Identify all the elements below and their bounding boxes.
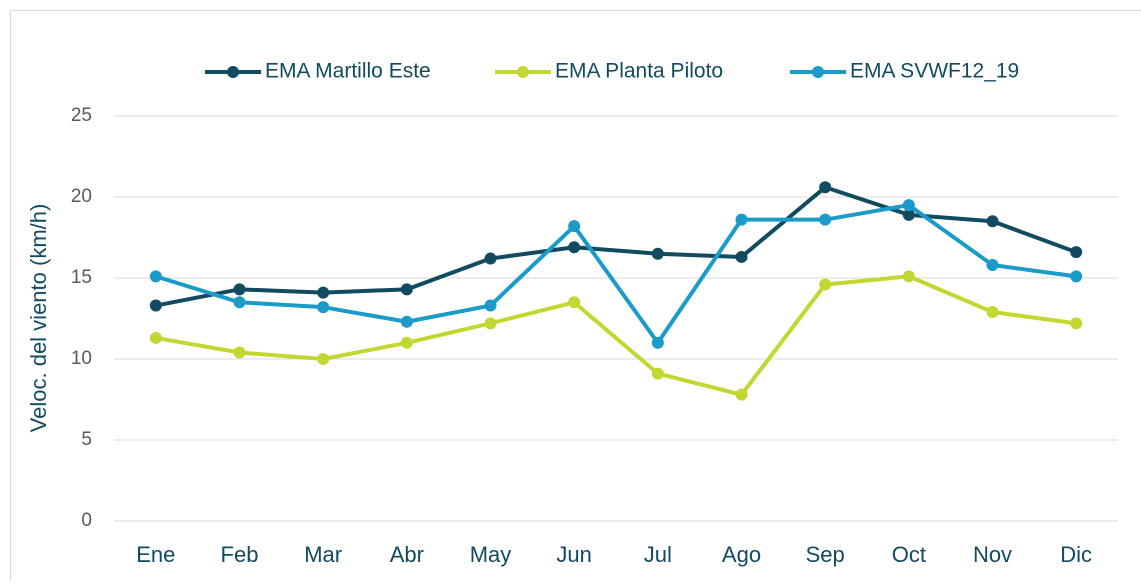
x-tick-label: Jun bbox=[556, 542, 591, 567]
series-line bbox=[156, 205, 1076, 343]
data-point bbox=[234, 283, 246, 295]
legend-marker bbox=[517, 66, 529, 78]
data-point bbox=[401, 337, 413, 349]
data-point bbox=[317, 287, 329, 299]
data-point bbox=[568, 296, 580, 308]
data-point bbox=[1070, 317, 1082, 329]
y-tick-label: 0 bbox=[81, 510, 92, 531]
data-point bbox=[150, 300, 162, 312]
data-point bbox=[401, 316, 413, 328]
chart-frame bbox=[11, 11, 1141, 582]
data-point bbox=[150, 332, 162, 344]
data-point bbox=[1070, 246, 1082, 258]
x-tick-label: Mar bbox=[304, 542, 342, 567]
y-tick-label: 5 bbox=[81, 429, 92, 450]
data-point bbox=[736, 214, 748, 226]
x-tick-label: Feb bbox=[221, 542, 259, 567]
data-point bbox=[903, 270, 915, 282]
data-point bbox=[485, 300, 497, 312]
y-axis-label: Veloc. del viento (km/h) bbox=[26, 204, 51, 433]
data-point bbox=[317, 353, 329, 365]
legend-label: EMA Planta Piloto bbox=[555, 60, 723, 83]
legend-label: EMA SVWF12_19 bbox=[850, 60, 1019, 83]
y-tick-label: 10 bbox=[71, 348, 92, 369]
data-point bbox=[819, 278, 831, 290]
x-tick-label: Ene bbox=[136, 542, 175, 567]
data-point bbox=[485, 253, 497, 265]
x-tick-label: Oct bbox=[892, 542, 926, 567]
legend-label: EMA Martillo Este bbox=[265, 60, 431, 83]
x-tick-label: Dic bbox=[1060, 542, 1092, 567]
legend-marker bbox=[812, 66, 824, 78]
x-tick-label: Sep bbox=[806, 542, 845, 567]
legend-marker bbox=[227, 66, 239, 78]
data-point bbox=[903, 199, 915, 211]
y-tick-label: 25 bbox=[71, 105, 92, 126]
data-point bbox=[736, 251, 748, 263]
data-point bbox=[652, 248, 664, 260]
data-point bbox=[819, 214, 831, 226]
data-point bbox=[401, 283, 413, 295]
data-point bbox=[568, 241, 580, 253]
data-point bbox=[652, 368, 664, 380]
data-point bbox=[568, 220, 580, 232]
series-line bbox=[156, 276, 1076, 394]
x-tick-label: May bbox=[470, 542, 512, 567]
data-point bbox=[736, 389, 748, 401]
data-point bbox=[234, 347, 246, 359]
data-point bbox=[1070, 270, 1082, 282]
data-point bbox=[150, 270, 162, 282]
data-point bbox=[987, 259, 999, 271]
y-tick-label: 20 bbox=[71, 186, 92, 207]
data-point bbox=[234, 296, 246, 308]
data-point bbox=[987, 306, 999, 318]
y-tick-label: 15 bbox=[71, 267, 92, 288]
x-tick-label: Jul bbox=[644, 542, 672, 567]
x-tick-label: Abr bbox=[390, 542, 424, 567]
data-point bbox=[987, 215, 999, 227]
data-point bbox=[485, 317, 497, 329]
data-point bbox=[317, 301, 329, 313]
data-point bbox=[652, 337, 664, 349]
data-point bbox=[819, 181, 831, 193]
x-tick-label: Ago bbox=[722, 542, 761, 567]
x-tick-label: Nov bbox=[973, 542, 1012, 567]
